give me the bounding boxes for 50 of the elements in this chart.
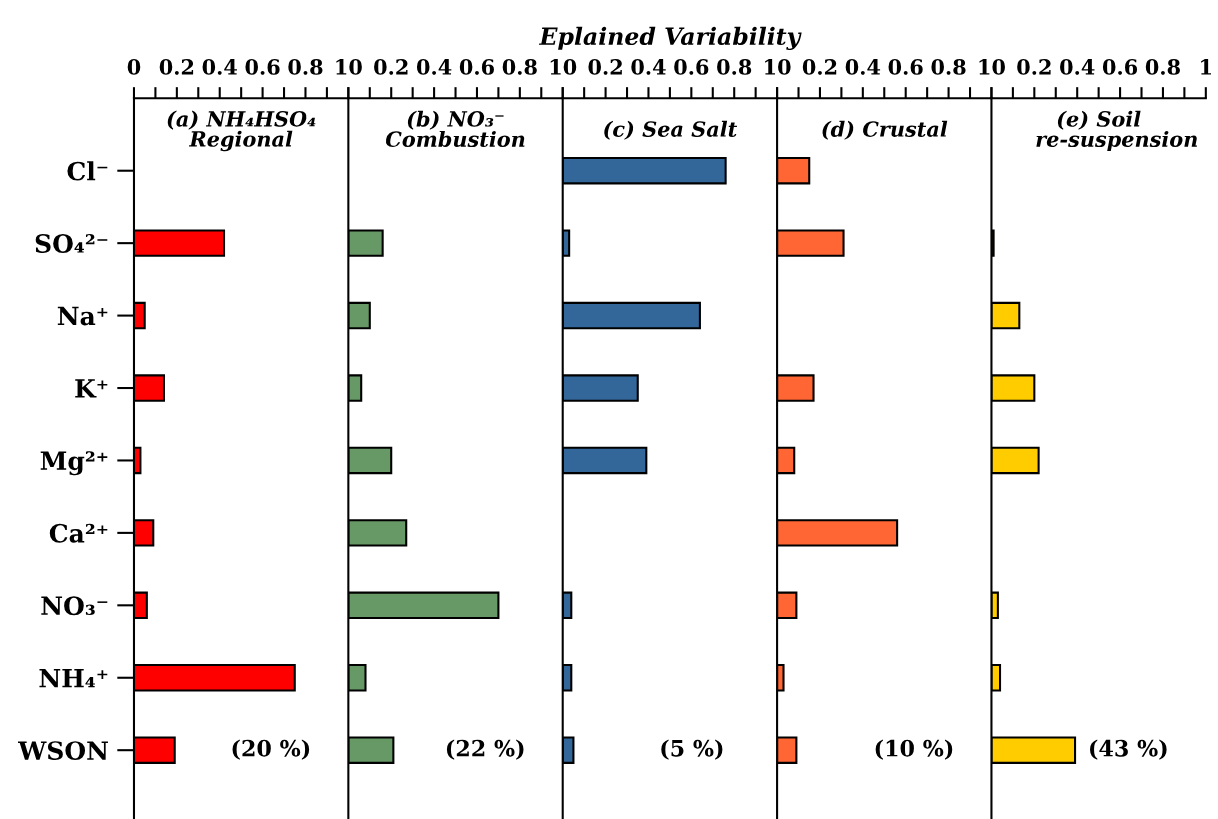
x-tick-label: 0.2	[1017, 59, 1051, 75]
annotation: (22 %)	[446, 739, 524, 760]
text: (e) Soil re-suspension	[1036, 110, 1198, 152]
y-tick-label: SO₄²⁻	[35, 234, 108, 253]
x-tick-label: 0.2	[802, 59, 837, 75]
x-tick-label: 0.2	[159, 59, 194, 75]
x-tick-label: 0.8	[288, 59, 323, 75]
x-tick-label: 0.8	[931, 59, 966, 75]
x-tick-label: 0.4	[416, 59, 452, 75]
x-tick-label: 0	[127, 59, 141, 75]
x-tick-label: 0.2	[374, 59, 408, 75]
x-tick-label: 0	[349, 59, 362, 75]
x-axis-title: Eplained Variability	[538, 26, 802, 51]
y-tick-label: Na⁺	[57, 306, 108, 326]
y-tick-label: WSON	[18, 741, 108, 761]
annotation: (43 %)	[1090, 739, 1167, 760]
y-tick-label: K⁺	[75, 379, 108, 398]
x-tick-label: 1	[765, 59, 776, 75]
annotation: (20 %)	[232, 739, 310, 760]
x-tick-label: 0.8	[1145, 59, 1180, 75]
text: (b) NO₃⁻ Combustion	[385, 110, 525, 147]
y-tick-label: Cl⁻	[67, 161, 108, 181]
x-tick-label: 0.4	[1060, 59, 1095, 75]
x-tick-label: 0.8	[502, 59, 537, 75]
text: (c) Sea Salt	[604, 120, 738, 140]
x-tick-label: 0.6	[674, 59, 709, 75]
x-tick-label: 0.4	[631, 59, 666, 75]
annotation: (10 %)	[875, 739, 953, 760]
x-tick-label: 0.2	[588, 59, 622, 75]
y-tick-label: NH₄⁺	[39, 669, 108, 688]
x-tick-label: 1	[336, 59, 347, 75]
x-tick-label: 1	[979, 59, 990, 75]
x-tick-label: 0.8	[717, 59, 752, 75]
x-tick-label: 0.4	[202, 59, 237, 75]
y-tick-label: Ca²⁺	[49, 523, 108, 543]
y-tick-label: NO₃⁻	[41, 596, 108, 616]
x-tick-label: 0.6	[245, 59, 280, 75]
x-tick-label: 0.4	[845, 59, 881, 75]
x-tick-label: 1	[550, 59, 561, 75]
x-tick-label: 0	[778, 59, 791, 75]
x-tick-label: 0.6	[459, 59, 494, 75]
x-tick-label: 1	[1201, 59, 1211, 75]
x-tick-label: 0.6	[888, 59, 923, 75]
text: (d) Crustal	[822, 120, 948, 140]
x-tick-label: 0	[992, 59, 1005, 75]
text: (a) NH₄HSO₄ Regional	[167, 110, 316, 152]
x-tick-label: 0.6	[1102, 59, 1138, 75]
y-tick-label: Mg²⁺	[40, 451, 108, 476]
annotation: (5 %)	[661, 739, 723, 760]
x-tick-label: 0	[563, 59, 577, 75]
